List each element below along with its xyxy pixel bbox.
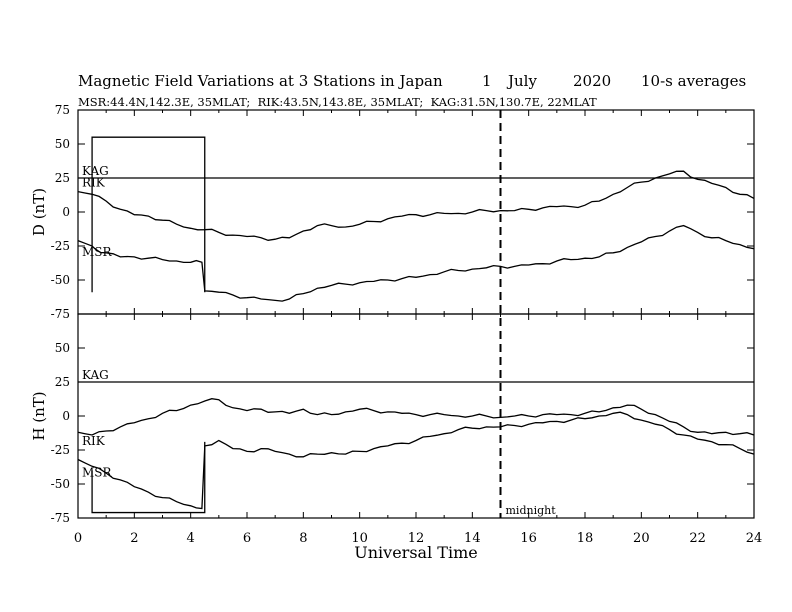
y-axis-label: D (nT) bbox=[30, 188, 48, 236]
y-tick-label: -50 bbox=[51, 273, 70, 287]
series-label-msr: MSR bbox=[82, 245, 113, 259]
x-tick-label: 20 bbox=[633, 531, 650, 546]
series-label-rik: RIK bbox=[82, 434, 106, 448]
reference-label-kag: KAG bbox=[82, 164, 109, 178]
midnight-label: midnight bbox=[506, 504, 557, 517]
title-text: Magnetic Field Variations at 3 Stations … bbox=[78, 72, 443, 90]
series-label-msr: MSR bbox=[82, 465, 113, 479]
panel-frame bbox=[77, 313, 755, 519]
x-tick-label: 22 bbox=[689, 531, 706, 546]
series-label-rik: RIK bbox=[82, 175, 106, 189]
series-line-msr bbox=[77, 411, 755, 510]
x-tick-label: 16 bbox=[520, 531, 537, 546]
y-tick-label: 0 bbox=[62, 409, 70, 423]
series-line-rik bbox=[77, 170, 755, 241]
title-day: 1 bbox=[482, 72, 492, 90]
chart-title: Magnetic Field Variations at 3 Stations … bbox=[78, 72, 778, 92]
y-tick-label: 0 bbox=[62, 205, 70, 219]
x-tick-label: 10 bbox=[351, 531, 368, 546]
y-tick-label: -25 bbox=[51, 239, 70, 253]
y-tick-label: -75 bbox=[51, 307, 70, 321]
panel-frame bbox=[77, 109, 755, 315]
series-line-rik bbox=[77, 398, 755, 436]
y-tick-label: -75 bbox=[51, 511, 70, 525]
y-axis-label: H (nT) bbox=[30, 391, 48, 440]
x-tick-label: 12 bbox=[408, 531, 425, 546]
station-coordinates: MSR:44.4N,142.3E, 35MLAT; RIK:43.5N,143.… bbox=[78, 95, 597, 109]
title-month: July bbox=[508, 72, 537, 90]
series-line-msr bbox=[77, 224, 755, 302]
x-tick-label: 24 bbox=[746, 531, 763, 546]
title-averaging: 10-s averages bbox=[641, 72, 747, 90]
x-tick-label: 0 bbox=[74, 531, 82, 546]
x-tick-label: 4 bbox=[187, 531, 195, 546]
y-tick-label: 50 bbox=[55, 341, 70, 355]
y-tick-label: -50 bbox=[51, 477, 70, 491]
panel-h: -75 -50 -25 0 25 50 H (nT) KAG RIK MSR bbox=[30, 313, 755, 525]
y-tick-label: 75 bbox=[55, 103, 70, 117]
x-tick-label: 2 bbox=[130, 531, 138, 546]
x-tick-label: 6 bbox=[243, 531, 251, 546]
x-tick-label: 18 bbox=[577, 531, 594, 546]
x-tick-label: 14 bbox=[464, 531, 481, 546]
y-tick-label: 25 bbox=[55, 171, 70, 185]
y-tick-label: 50 bbox=[55, 137, 70, 151]
calibration-box bbox=[91, 136, 206, 293]
y-tick-label: -25 bbox=[51, 443, 70, 457]
reference-label-kag: KAG bbox=[82, 368, 109, 382]
x-axis-label: Universal Time bbox=[354, 543, 477, 562]
x-tick-label: 8 bbox=[299, 531, 307, 546]
calibration-box bbox=[91, 441, 206, 514]
title-year: 2020 bbox=[573, 72, 612, 90]
y-tick-label: 25 bbox=[55, 375, 70, 389]
